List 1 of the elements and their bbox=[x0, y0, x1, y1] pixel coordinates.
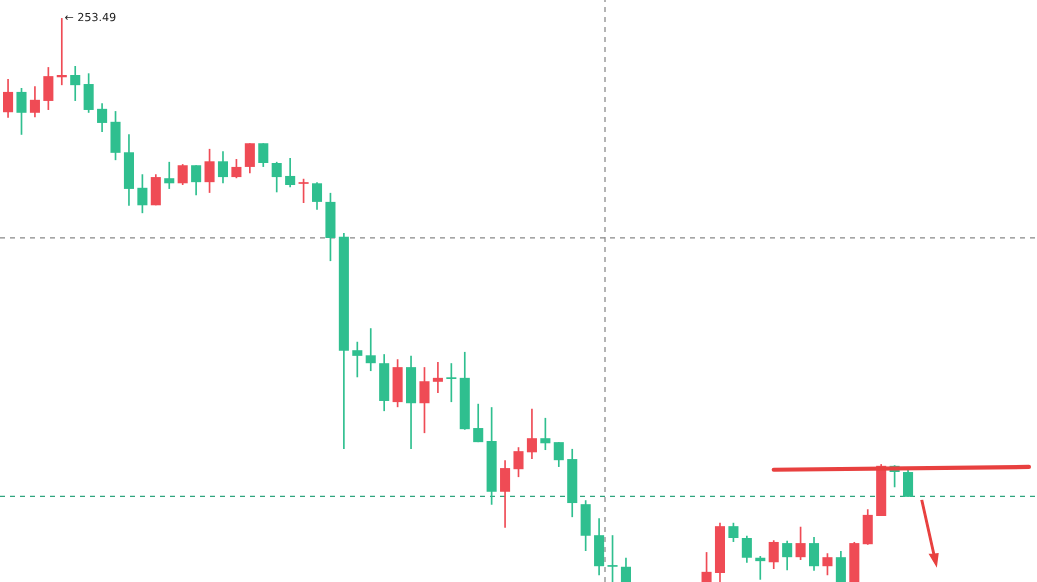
annotation: ← 253.49 bbox=[65, 12, 116, 22]
